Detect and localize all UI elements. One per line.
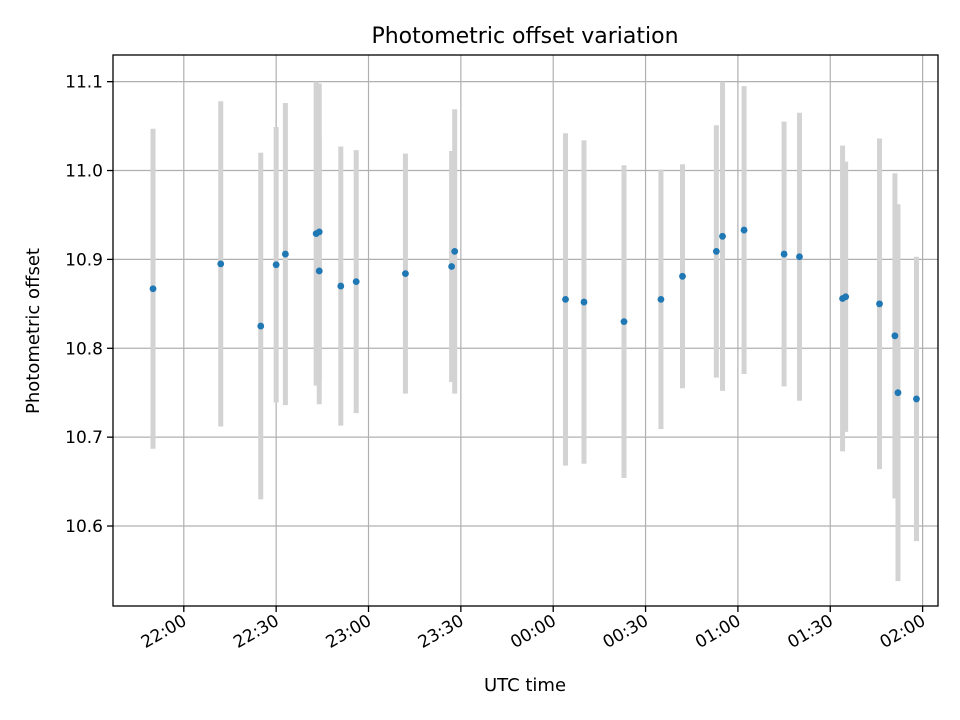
data-point	[352, 278, 360, 286]
y-tick-label: 11.1	[65, 73, 103, 93]
data-point	[657, 295, 665, 303]
data-point	[562, 295, 569, 303]
data-point	[780, 250, 788, 258]
data-point	[337, 282, 345, 290]
data-point	[679, 272, 686, 280]
y-axis-label: Photometric offset	[23, 248, 44, 414]
data-point	[257, 322, 265, 330]
x-tick-label: 02:00	[877, 611, 929, 653]
data-point	[894, 389, 902, 397]
chart-title: Photometric offset variation	[371, 24, 678, 49]
x-tick-label: 23:00	[323, 611, 375, 653]
data-point	[580, 298, 588, 306]
x-tick-label: 22:00	[138, 611, 190, 653]
data-point	[620, 318, 628, 326]
data-point	[913, 395, 920, 403]
y-tick-label: 11.0	[65, 162, 103, 182]
data-point	[842, 293, 850, 301]
y-tick-label: 10.9	[65, 250, 103, 270]
data-point	[149, 285, 157, 293]
x-axis-label: UTC time	[484, 675, 566, 696]
data-point	[712, 248, 720, 255]
error-bars	[150, 81, 919, 582]
data-points	[149, 226, 920, 403]
data-point	[451, 248, 459, 255]
plot-frame	[112, 54, 939, 607]
data-point	[402, 270, 409, 278]
data-point	[891, 332, 899, 340]
y-tick-label: 10.7	[65, 428, 103, 448]
data-point	[315, 228, 323, 236]
x-tick-label: 23:30	[415, 611, 467, 653]
grid	[113, 55, 938, 606]
data-point	[740, 226, 748, 234]
y-tick-label: 10.6	[65, 517, 103, 537]
data-point	[217, 260, 225, 268]
data-point	[315, 267, 323, 275]
y-tick-label: 10.8	[65, 339, 103, 359]
data-point	[448, 263, 456, 270]
data-point	[796, 253, 803, 261]
data-point	[272, 261, 280, 269]
data-point	[719, 232, 726, 240]
x-tick-label: 22:30	[230, 611, 282, 653]
x-tick-label: 00:30	[600, 611, 652, 653]
x-tick-label: 01:30	[784, 611, 836, 653]
data-point	[281, 250, 289, 258]
x-tick-label: 01:00	[692, 611, 744, 653]
data-point	[876, 300, 883, 308]
x-tick-label: 00:00	[507, 611, 559, 653]
